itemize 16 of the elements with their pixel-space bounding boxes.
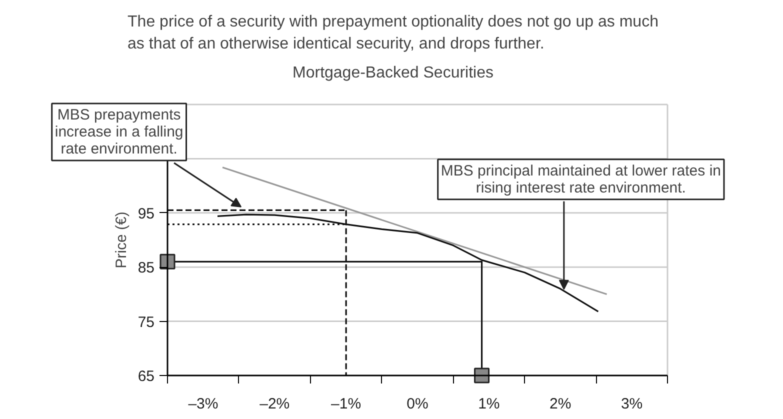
annotation: MBS principal maintained at lower rates in rising interest rate environment. — [440, 162, 722, 196]
y-tick-label: 65 — [138, 368, 155, 385]
x-tick-label: 1% — [478, 396, 500, 412]
chart-subtitle: Mortgage-Backed Securities — [292, 64, 494, 82]
y-tick-label: 75 — [138, 314, 155, 331]
x-tick-label: 2% — [550, 396, 572, 412]
y-tick-label: 85 — [138, 260, 155, 277]
x-tick-label: –1% — [331, 396, 362, 412]
x-tick-label: 0% — [406, 396, 428, 412]
x-tick-label: –3% — [188, 396, 218, 412]
x-tick-label: 3% — [620, 396, 643, 412]
x-tick-label: –2% — [260, 396, 290, 412]
annotation: MBS prepayments increase in a falling rate environment. — [54, 106, 184, 158]
chart-title: The price of a security with prepayment optionality does not go up as much as that of an otherwise identical security, and drops further. — [128, 13, 658, 52]
y-tick-label: 95 — [138, 205, 155, 222]
y-axis-title: Price (€) — [112, 212, 130, 268]
